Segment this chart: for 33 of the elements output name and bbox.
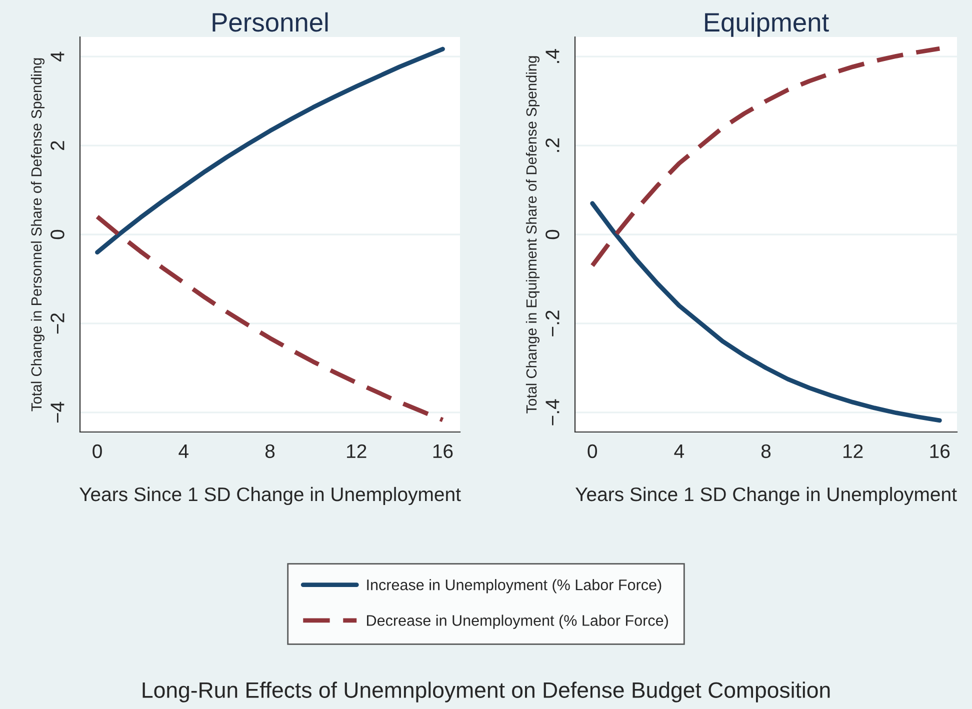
y-axis-title: Total Change in Personnel Share of Defense Spending (30, 58, 45, 412)
x-tick-label: 0 (588, 444, 598, 458)
x-tick-label: 8 (265, 444, 275, 458)
legend-label: Increase in Unemployment (% Labor Force) (367, 579, 662, 594)
line-series (95, 214, 445, 422)
y-tick-label: −.2 (546, 310, 560, 336)
chart-title: Equipment (705, 12, 829, 37)
y-tick-label: 0 (50, 230, 64, 240)
x-tick-label: 8 (761, 444, 771, 458)
x-tick-label: 12 (843, 444, 863, 458)
line-series (95, 46, 445, 255)
x-tick-label: 12 (347, 444, 366, 458)
x-axis-title: Years Since 1 SD Change in Unemployment (79, 486, 461, 506)
x-tick-label: 4 (674, 444, 684, 458)
y-axis-title: Total Change in Equipment Share of Defense Spending (526, 56, 540, 414)
y-tick-label: 4 (50, 52, 64, 62)
chart-title: Personnel (212, 12, 328, 32)
y-tick-label: −2 (50, 313, 64, 334)
legend-label: Decrease in Unemployment (% Labor Force) (367, 614, 668, 629)
x-tick-label: 4 (178, 444, 188, 458)
y-tick-label: −.4 (546, 399, 560, 426)
y-tick-label: −4 (50, 402, 64, 423)
x-tick-label: 16 (930, 444, 950, 458)
y-tick-label: .2 (546, 138, 560, 152)
x-tick-label: 16 (433, 444, 453, 458)
y-tick-label: .4 (546, 49, 560, 63)
y-tick-label: 2 (50, 141, 64, 150)
x-tick-label: 0 (92, 444, 102, 458)
text: Long-Run Effects of Unemnployment on Defense Budget Composition (142, 682, 830, 702)
line-series (590, 201, 942, 423)
y-tick-label: 0 (546, 230, 560, 240)
x-axis-title: Years Since 1 SD Change in Unemployment (575, 486, 957, 506)
line-series (590, 46, 942, 268)
